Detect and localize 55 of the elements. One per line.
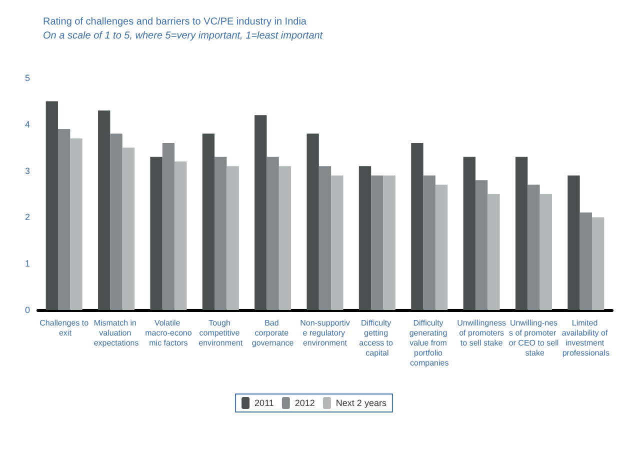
bar: [174, 162, 187, 310]
bar: [162, 142, 175, 310]
bar: [331, 175, 344, 310]
x-tick-label: Non-supportive regulatory environment: [300, 318, 350, 348]
y-tick-label: 1: [24, 258, 30, 269]
y-tick-label: 5: [24, 73, 30, 83]
x-tick-label: Tough competitive environment: [198, 318, 244, 348]
bar: [110, 134, 122, 310]
bar: [411, 142, 424, 310]
bar: [226, 166, 239, 310]
bar: [306, 134, 319, 310]
bar: [278, 166, 292, 310]
x-tick-label: Volatile macro-economic factors: [145, 318, 192, 348]
chart-title: Rating of challenges and barriers to VC/PE industry in India: [43, 16, 307, 28]
bar: [383, 175, 396, 310]
bar: [58, 129, 70, 310]
x-tick-label: Difficulty getting access to capital: [359, 318, 396, 358]
bar: [254, 115, 267, 310]
bar: [475, 180, 488, 310]
legend-label: Next 2 years: [336, 398, 387, 408]
x-tick-label: Mismatch in valuation expectations: [94, 318, 139, 348]
bar: [435, 184, 448, 310]
bar: [122, 148, 135, 310]
bar: [463, 156, 476, 310]
bar: [592, 217, 604, 310]
y-tick-label: 3: [24, 166, 30, 176]
bar: [318, 166, 332, 310]
bar: [515, 156, 528, 310]
bar: [540, 194, 552, 310]
x-tick-label: Difficulty generating value from portfolio companies: [409, 318, 450, 368]
x-tick-label: Bad corporate governance: [252, 318, 294, 348]
chart-subtitle: On a scale of 1 to 5, where 5=very important, 1=least important: [43, 30, 324, 42]
bar: [46, 101, 58, 310]
y-tick-label: 2: [24, 212, 30, 222]
bar: [214, 156, 227, 310]
x-tick-label: Limited availability of investment professionals: [562, 318, 610, 358]
bar: [488, 194, 500, 310]
bar: [358, 166, 372, 310]
legend-label: 2011: [254, 398, 274, 408]
bar: [202, 134, 215, 310]
x-tick-label: Unwillingness of promoters to sell stake: [456, 318, 506, 348]
bar: [568, 175, 580, 310]
bar: [423, 175, 436, 310]
bar: [266, 156, 279, 310]
x-tick-label: Challenges to exit: [40, 318, 90, 338]
bar: [70, 138, 82, 310]
y-tick-label: 4: [24, 119, 30, 130]
bar: [580, 212, 592, 310]
bar: [150, 156, 162, 310]
bar: [528, 184, 540, 310]
bar: [371, 175, 384, 310]
legend-label: 2012: [294, 398, 315, 408]
x-tick-label: Unwilling-ness of promoter or CEO to sell stake: [508, 318, 559, 358]
y-tick-label: 0: [24, 305, 30, 315]
bar: [98, 110, 110, 310]
